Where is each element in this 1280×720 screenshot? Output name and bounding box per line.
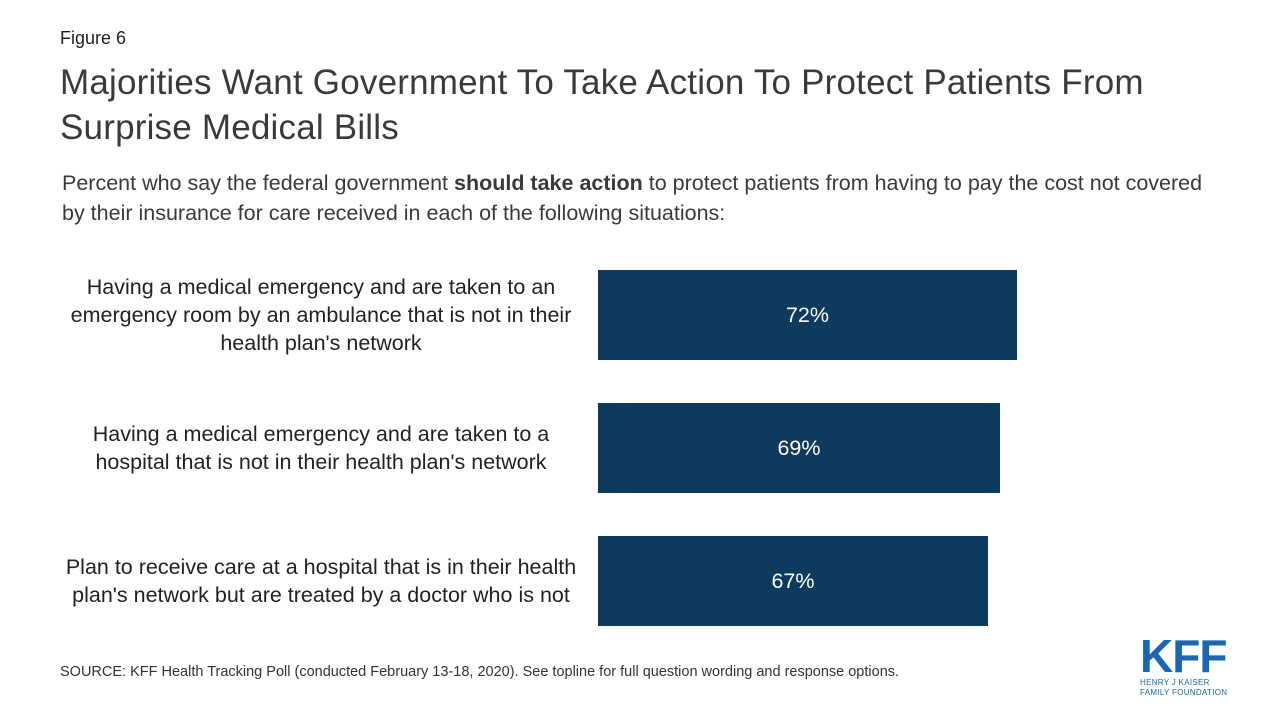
- figure-label: Figure 6: [60, 28, 127, 48]
- category-label: Having a medical emergency and are taken…: [70, 275, 572, 355]
- subtitle-emphasis: should take action: [454, 171, 643, 195]
- logo-mark: KFF: [1140, 630, 1227, 682]
- bar: 67%: [598, 536, 988, 626]
- chart-subtitle: Percent who say the federal government s…: [62, 168, 1212, 228]
- chart-title: Majorities Want Government To Take Actio…: [60, 63, 1144, 147]
- source-note: SOURCE: KFF Health Tracking Poll (conduc…: [60, 664, 900, 680]
- data-label: 69%: [777, 435, 821, 460]
- subtitle-lead: Percent who say the federal government: [62, 171, 454, 195]
- data-label: 72%: [785, 302, 830, 327]
- kff-logo: KFF HENRY J KAISER FAMILY FOUNDATION: [1140, 630, 1240, 698]
- category-label: Having a medical emergency and are taken…: [92, 422, 550, 474]
- bar: 72%: [598, 270, 1017, 360]
- category-label: Plan to receive care at a hospital that …: [65, 555, 577, 607]
- logo-line-1: HENRY J KAISER: [1140, 678, 1210, 687]
- subtitle-tail: to protect patients from having to pay t…: [62, 171, 1203, 225]
- logo-line-2: FAMILY FOUNDATION: [1140, 688, 1228, 697]
- data-label: 67%: [771, 568, 815, 593]
- bar: 69%: [598, 403, 1000, 493]
